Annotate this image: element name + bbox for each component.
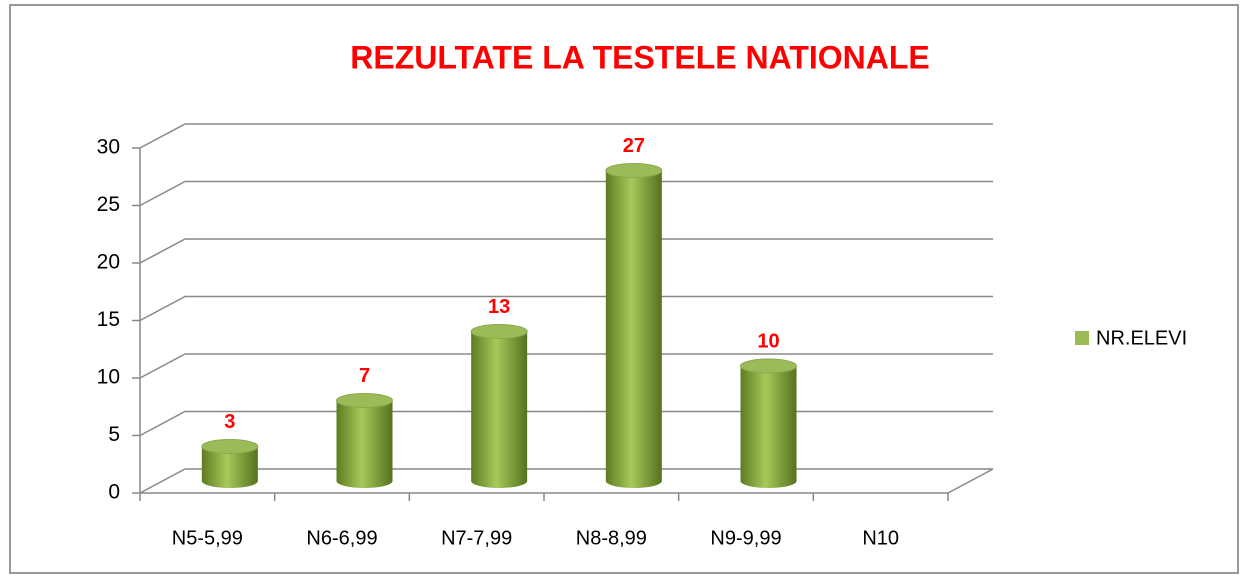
y-tick-label: 5 (108, 423, 120, 446)
bar-top (605, 163, 663, 178)
data-label: 3 (224, 411, 235, 433)
data-label: 13 (488, 296, 510, 318)
bar-top (740, 358, 797, 374)
floor (139, 468, 994, 494)
y-tick-label: 20 (97, 251, 120, 274)
x-tick-label: N8-8,99 (576, 527, 647, 549)
bar (740, 366, 797, 488)
grid-line (139, 353, 993, 379)
bar (471, 331, 528, 489)
chart-title: REZULTATE LA TESTELE NATIONALE (350, 39, 930, 75)
bar-top (336, 393, 393, 408)
x-tick-label: N5-5,99 (172, 527, 243, 549)
x-tick-label: N7-7,99 (441, 527, 512, 549)
legend-label: NR.ELEVI (1096, 327, 1187, 349)
grid-line (139, 123, 993, 149)
y-tick-label: 30 (97, 136, 120, 159)
bar-top (470, 324, 528, 339)
bar (201, 446, 258, 488)
bar (336, 400, 393, 488)
grid-line (139, 238, 993, 264)
x-tick-label: N10 (862, 527, 899, 549)
data-label: 27 (623, 135, 645, 157)
grid-line (139, 295, 993, 322)
y-tick-label: 0 (108, 481, 120, 504)
data-label: 10 (757, 330, 779, 352)
y-tick-label: 15 (97, 308, 120, 331)
legend-swatch (1075, 331, 1089, 345)
bar-top (201, 439, 259, 454)
grid-line (139, 410, 993, 437)
x-tick-label: N6-6,99 (306, 527, 377, 549)
bar (605, 170, 662, 488)
y-tick-label: 25 (97, 193, 120, 216)
x-tick-label: N9-9,99 (710, 527, 781, 549)
grid-line (139, 180, 993, 207)
y-tick-label: 10 (97, 366, 120, 389)
data-label: 7 (359, 365, 370, 387)
